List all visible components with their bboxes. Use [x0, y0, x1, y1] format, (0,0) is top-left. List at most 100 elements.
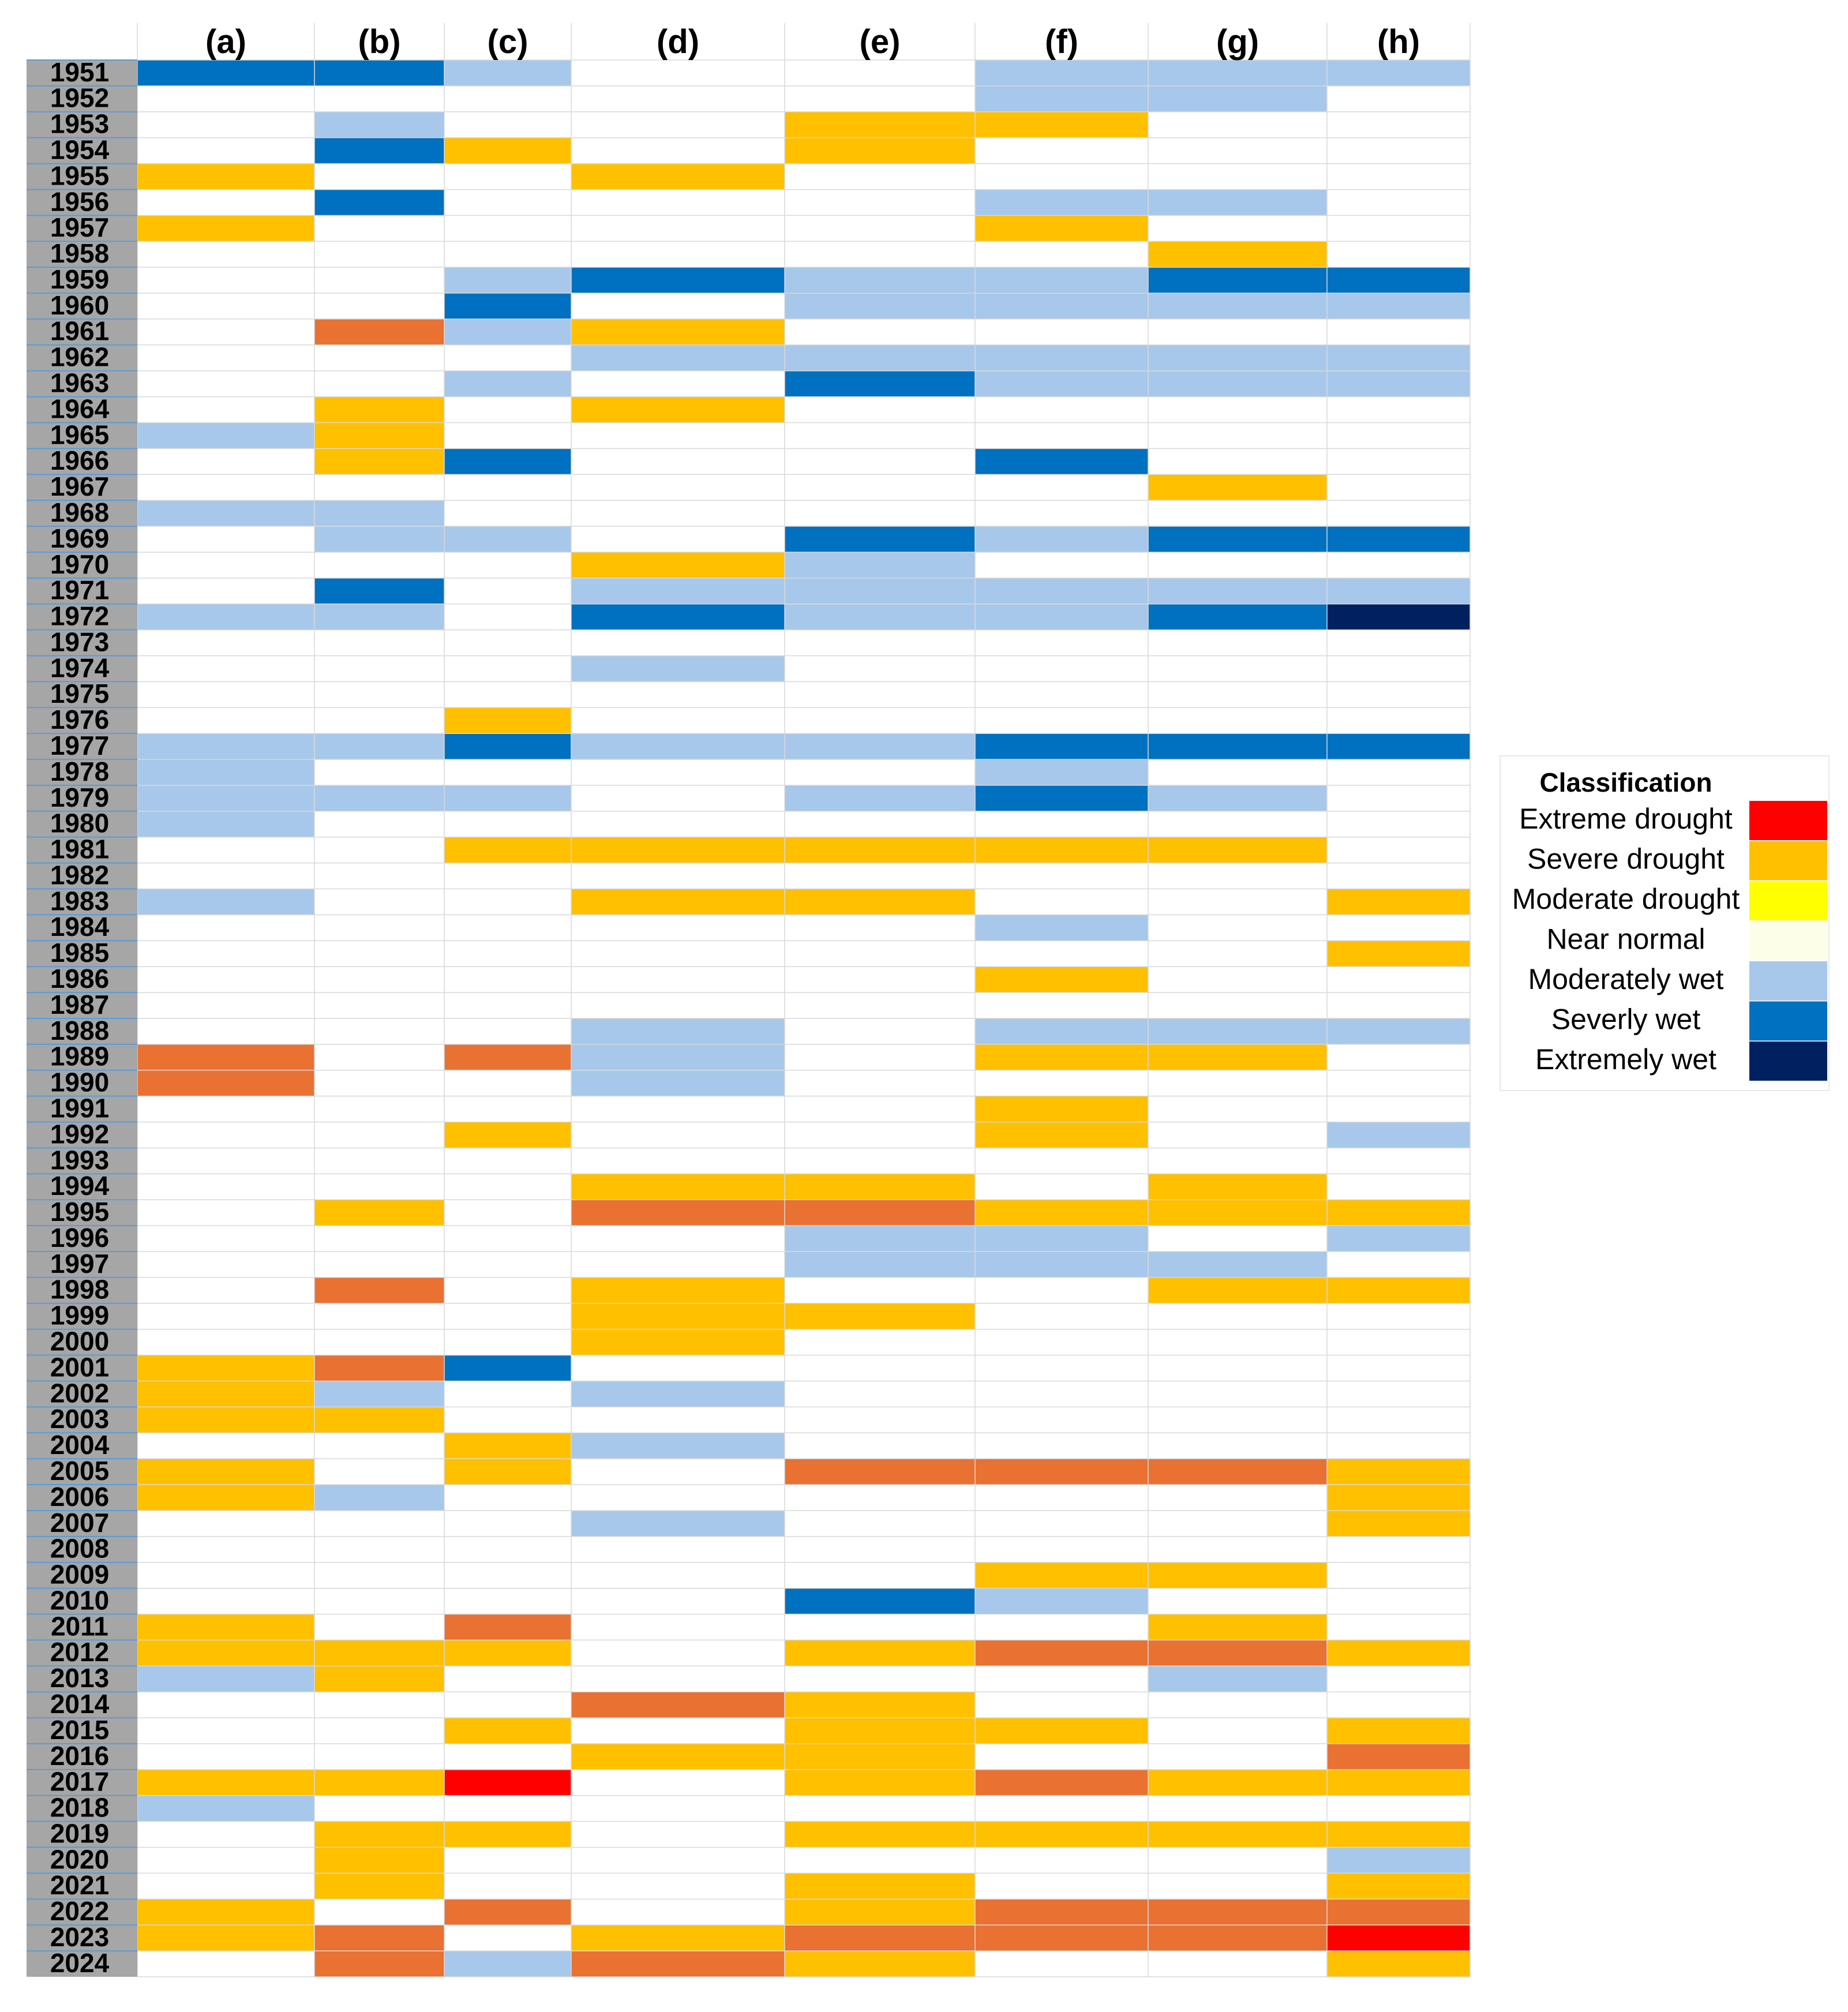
heatmap-cell	[444, 604, 571, 631]
heatmap-cell	[137, 1692, 314, 1718]
year-label: 1955	[50, 160, 109, 190]
heatmap-cell	[1327, 1252, 1470, 1278]
heatmap-cell	[1327, 267, 1470, 294]
heatmap-cell	[314, 759, 444, 786]
heatmap-cell	[314, 370, 444, 398]
heatmap-cell	[1148, 1096, 1327, 1123]
heatmap-cell	[975, 915, 1148, 941]
heatmap-cell	[785, 681, 975, 708]
heatmap-cell	[1148, 1329, 1327, 1356]
year-label: 2004	[50, 1430, 110, 1460]
heatmap-cell	[1327, 1640, 1470, 1666]
heatmap-cell	[314, 707, 444, 734]
heatmap-cell	[444, 344, 571, 372]
year-label: 1973	[50, 627, 109, 657]
heatmap-cell	[314, 267, 444, 294]
heatmap-cell	[314, 293, 444, 320]
heatmap-cell	[137, 163, 314, 190]
heatmap-cell	[1148, 1873, 1327, 1899]
heatmap-cell	[785, 889, 975, 916]
heatmap-cell	[1327, 837, 1470, 864]
heatmap-cell	[785, 422, 975, 449]
heatmap-cell	[137, 215, 314, 242]
heatmap-cell	[1148, 1769, 1327, 1796]
heatmap-cell	[1327, 1044, 1470, 1071]
heatmap-cell	[571, 137, 785, 164]
heatmap-cell	[137, 1795, 314, 1822]
heatmap-cell	[1327, 1459, 1470, 1485]
year-label: 1981	[50, 834, 109, 864]
heatmap-cell	[1148, 1148, 1327, 1174]
heatmap-cell	[975, 1718, 1148, 1744]
heatmap-cell	[785, 1795, 975, 1822]
heatmap-cell	[444, 1692, 571, 1718]
heatmap-cell	[444, 422, 571, 449]
heatmap-cell	[975, 759, 1148, 786]
heatmap-cell	[314, 578, 444, 605]
heatmap-cell	[1327, 1821, 1470, 1848]
year-label: 1951	[50, 57, 109, 87]
heatmap-cell	[571, 293, 785, 320]
heatmap-cell	[314, 1459, 444, 1485]
heatmap-cell	[975, 733, 1148, 760]
heatmap-cell	[444, 396, 571, 424]
heatmap-cell	[444, 1640, 571, 1666]
year-label: 1954	[50, 134, 110, 164]
heatmap-cell	[1327, 163, 1470, 190]
heatmap-cell	[314, 1951, 444, 1977]
heatmap-cell	[571, 1640, 785, 1666]
heatmap-cell	[785, 1510, 975, 1537]
heatmap-cell	[571, 863, 785, 890]
heatmap-cell	[137, 60, 314, 87]
heatmap-cell	[314, 1847, 444, 1874]
heatmap-cell	[975, 344, 1148, 372]
year-label: 2016	[50, 1741, 109, 1771]
column-header: (f)	[1045, 23, 1078, 61]
heatmap-cell	[1327, 137, 1470, 164]
heatmap-cell	[571, 630, 785, 657]
year-label: 2012	[50, 1637, 109, 1667]
heatmap-cell	[1327, 733, 1470, 760]
year-label: 2010	[50, 1585, 109, 1615]
heatmap-cell	[137, 422, 314, 449]
heatmap-cell	[571, 1329, 785, 1356]
heatmap-cell	[785, 1614, 975, 1641]
heatmap-cell	[1148, 1562, 1327, 1589]
legend-title: Classification	[1539, 767, 1712, 797]
heatmap-cell	[314, 1510, 444, 1537]
year-label: 1963	[50, 368, 109, 398]
heatmap-cell	[1327, 785, 1470, 812]
heatmap-cell	[571, 241, 785, 268]
heatmap-cell	[571, 1821, 785, 1848]
heatmap-cell	[571, 267, 785, 294]
heatmap-cell	[1148, 578, 1327, 605]
heatmap-cell	[571, 344, 785, 372]
heatmap-cell	[444, 1329, 571, 1356]
heatmap-cell	[444, 474, 571, 501]
heatmap-cell	[1327, 681, 1470, 708]
heatmap-cell	[571, 1951, 785, 1977]
heatmap-cell	[444, 1459, 571, 1485]
heatmap-cell	[1327, 863, 1470, 890]
heatmap-cell	[444, 655, 571, 683]
heatmap-cell	[137, 1562, 314, 1589]
heatmap-cell	[314, 215, 444, 242]
heatmap-cell	[137, 1381, 314, 1407]
heatmap-cell	[137, 293, 314, 320]
heatmap-cell	[975, 1044, 1148, 1071]
heatmap-cell	[1148, 474, 1327, 501]
heatmap-cell	[314, 1355, 444, 1382]
heatmap-cell	[1148, 1355, 1327, 1382]
heatmap-cell	[444, 1355, 571, 1382]
heatmap-cell	[314, 1588, 444, 1615]
heatmap-cell	[975, 163, 1148, 190]
year-label: 1986	[50, 964, 109, 994]
heatmap-cell	[137, 1122, 314, 1149]
heatmap-cell	[1148, 137, 1327, 164]
heatmap-cell	[137, 1018, 314, 1045]
heatmap-cell	[137, 1459, 314, 1485]
heatmap-cell	[444, 1252, 571, 1278]
year-label: 1972	[50, 601, 109, 631]
heatmap-cell	[1327, 578, 1470, 605]
heatmap-cell	[975, 707, 1148, 734]
